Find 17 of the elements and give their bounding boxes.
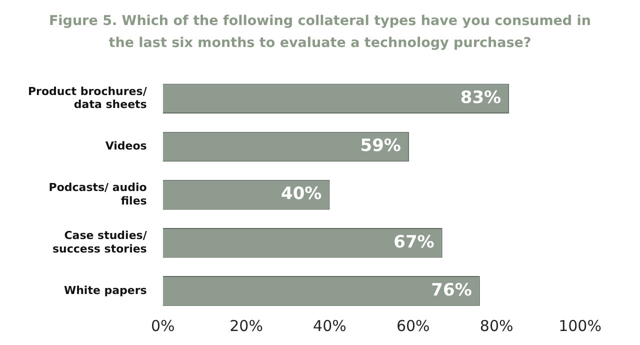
data-label: 76% <box>431 280 472 300</box>
x-tick-label: 60% <box>396 316 430 335</box>
y-tick-label: White papers <box>64 284 148 297</box>
y-tick-label: Videos <box>105 140 148 153</box>
x-tick-label: 0% <box>150 316 175 335</box>
data-label: 40% <box>281 184 322 204</box>
y-tick-label: Product brochures/ data sheets <box>28 84 148 112</box>
data-label: 67% <box>394 232 434 252</box>
y-tick-label: Podcasts/ audio files <box>48 181 148 208</box>
x-tick-label: 80% <box>480 316 514 335</box>
y-tick-label: Case studies/ success stories <box>52 229 148 256</box>
data-label: 59% <box>360 136 401 156</box>
x-tick-label: 40% <box>313 316 346 335</box>
x-tick-label: 100% <box>558 316 602 335</box>
x-tick-label: 20% <box>230 316 263 335</box>
data-label: 83% <box>460 88 502 108</box>
chart-title: Figure 5. Which of the following collateral types have you consumed in the last six months to evaluate a technology purchase? <box>48 12 592 53</box>
